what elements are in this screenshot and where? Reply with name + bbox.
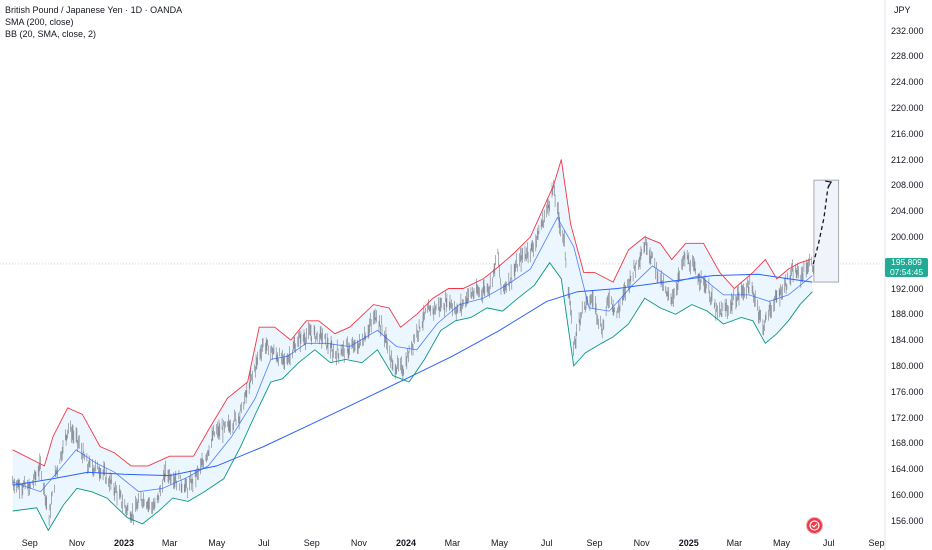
time-tick-label: 2024 — [395, 538, 417, 548]
price-tick-label: 232.000 — [891, 25, 924, 36]
price-tick-label: 208.000 — [891, 180, 924, 191]
currency-label[interactable]: JPY — [894, 5, 911, 15]
price-tick-label: 160.000 — [891, 489, 924, 500]
time-tick-label: Nov — [68, 538, 85, 548]
time-tick-label: Sep — [868, 538, 885, 548]
price-tick-label: 212.000 — [891, 154, 924, 165]
chart-legend: British Pound / Japanese Yen · 1D · OAND… — [5, 4, 182, 40]
projection-arrowhead — [825, 180, 833, 188]
time-tick-label: 2023 — [113, 538, 135, 548]
bb-lower-line — [12, 261, 813, 532]
price-tick-label: 184.000 — [891, 335, 924, 346]
time-tick-label: Jul — [822, 538, 835, 548]
price-tick-label: 176.000 — [891, 386, 924, 397]
time-tick-label: Mar — [444, 538, 461, 548]
time-tick-label: Sep — [303, 538, 320, 548]
time-tick-label: Sep — [21, 538, 38, 548]
time-tick-label: Nov — [350, 538, 367, 548]
last-price-value: 195.809 — [891, 257, 922, 267]
projection-box — [813, 179, 840, 283]
time-tick-label: Mar — [726, 538, 743, 548]
time-tick-label: Jul — [258, 538, 270, 548]
price-tick-label: 192.000 — [891, 283, 924, 294]
last-price-tag: 195.809 07:54:45 — [885, 258, 928, 277]
sma-indicator-label[interactable]: SMA (200, close) — [5, 17, 74, 27]
price-tick-label: 172.000 — [891, 412, 924, 423]
symbol-title[interactable]: British Pound / Japanese Yen · 1D · OAND… — [5, 5, 183, 15]
price-tick-label: 180.000 — [891, 360, 924, 371]
bb-indicator-label[interactable]: BB (20, SMA, close, 2) — [5, 29, 97, 39]
price-tick-label: 220.000 — [891, 102, 924, 113]
price-tick-label: 168.000 — [891, 438, 924, 449]
bb-basis-line — [12, 216, 813, 493]
time-tick-label: Jul — [540, 538, 553, 548]
time-tick-label: May — [490, 538, 508, 548]
price-tick-label: 188.000 — [891, 309, 924, 320]
price-tick-label: 156.000 — [891, 515, 924, 526]
time-tick-label: Sep — [586, 538, 603, 548]
tradingview-logo-icon[interactable] — [806, 517, 823, 534]
sma-200-line — [12, 273, 813, 486]
price-tick-label: 164.000 — [891, 464, 924, 475]
price-tick-label: 216.000 — [891, 128, 924, 139]
price-tick-label: 204.000 — [891, 206, 924, 217]
time-tick-label: Nov — [633, 538, 650, 548]
bb-upper-line — [12, 159, 811, 467]
price-tick-label: 228.000 — [891, 51, 924, 62]
price-tick-label: 200.000 — [891, 231, 924, 242]
price-tick-label: 224.000 — [891, 77, 924, 88]
time-tick-label: 2025 — [678, 538, 699, 548]
time-tick-label: Mar — [161, 538, 178, 548]
time-tick-label: May — [208, 538, 226, 548]
bar-countdown: 07:54:45 — [889, 266, 924, 277]
time-tick-label: May — [772, 538, 790, 548]
